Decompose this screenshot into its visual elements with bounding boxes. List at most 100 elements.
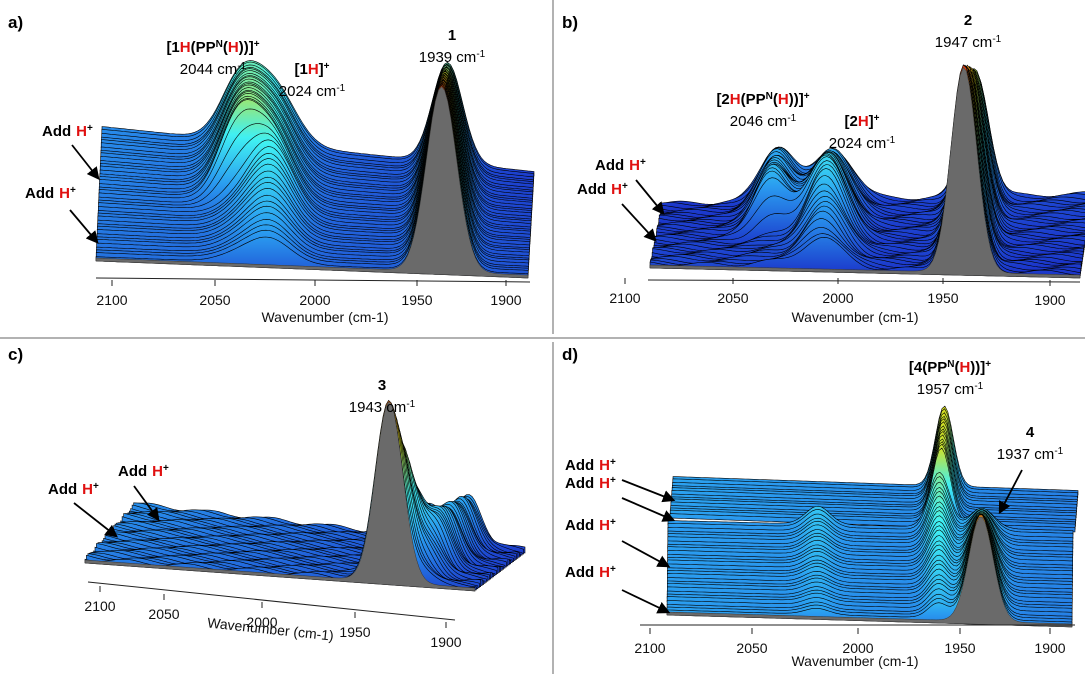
peak-face (84, 401, 476, 592)
label-part: ( (954, 359, 959, 376)
arrow (69, 209, 99, 244)
add-word: Add (565, 475, 594, 492)
x-tick-label: 1900 (1034, 640, 1065, 656)
arrow (621, 497, 676, 522)
wavenumber: 2024 cm (829, 135, 887, 152)
unit-exponent: -1 (476, 49, 485, 60)
x-tick-label: 2000 (822, 290, 853, 306)
label-part: [1 (294, 61, 307, 78)
label-part: ] (319, 61, 324, 78)
label-part: ))] (239, 39, 254, 56)
add-label: Add H+ (42, 123, 93, 141)
x-axis (647, 279, 1081, 283)
label-part: (PP (741, 91, 766, 108)
add-label: Add H+ (565, 564, 616, 582)
arrow (71, 144, 100, 180)
compound-label: [1H]+ (294, 61, 329, 79)
label-part: H (858, 113, 869, 130)
add-word: Add (565, 517, 594, 534)
label-part: H (959, 359, 970, 376)
label-part: [2 (844, 113, 857, 130)
add-label: Add H+ (118, 463, 169, 481)
compound-label: [2H]+ (844, 113, 879, 131)
peak-wavenumber: 1957 cm-1 (917, 381, 984, 399)
label-part: 4 (1026, 424, 1035, 441)
compound-label: 4 (1026, 424, 1035, 441)
peak-face (649, 67, 1081, 279)
label-part: ( (223, 39, 228, 56)
label-part: ] (869, 113, 874, 130)
peak-wavenumber: 2024 cm-1 (829, 135, 896, 153)
charge: + (610, 517, 616, 528)
arrow (133, 485, 160, 522)
add-word: Add (42, 123, 71, 140)
peak-wavenumber: 1947 cm-1 (935, 34, 1002, 52)
add-label: Add H+ (25, 185, 76, 203)
x-tick-label: 2000 (299, 292, 330, 308)
x-tick-label: 1950 (927, 290, 958, 306)
compound-label: [2H(PPN(H))]+ (716, 91, 809, 109)
label-part: + (254, 39, 260, 50)
add-label: Add H+ (565, 475, 616, 493)
wavenumber: 2024 cm (279, 83, 337, 100)
x-tick-label: 2050 (736, 640, 767, 656)
ion: H (599, 475, 610, 492)
label-part: H (308, 61, 319, 78)
compound-label: [1H(PPN(H))]+ (166, 39, 259, 57)
panel-label: b) (562, 13, 578, 32)
ion: H (599, 517, 610, 534)
compound-label: 1 (448, 27, 456, 44)
panel-label: d) (562, 345, 578, 364)
unit-exponent: -1 (336, 83, 345, 94)
charge: + (640, 157, 646, 168)
label-part: (PP (191, 39, 216, 56)
peak-wavenumber: 1937 cm-1 (997, 446, 1064, 464)
wavenumber: 1943 cm (349, 399, 407, 416)
wavenumber: 1947 cm (935, 34, 993, 51)
charge: + (610, 475, 616, 486)
charge: + (610, 457, 616, 468)
x-axis-title: Wavenumber (cm-1) (261, 309, 388, 325)
unit-exponent: -1 (886, 135, 895, 146)
label-part: ))] (970, 359, 985, 376)
label-part: H (228, 39, 239, 56)
ion: H (76, 123, 87, 140)
compound-label: [4(PPN(H))]+ (909, 359, 991, 377)
label-part: N (766, 91, 773, 102)
unit-exponent: -1 (974, 381, 983, 392)
wavenumber: 1957 cm (917, 381, 975, 398)
label-part: H (730, 91, 741, 108)
add-word: Add (48, 481, 77, 498)
x-tick-label: 1900 (490, 292, 521, 308)
x-axis-title: Wavenumber (cm-1) (791, 653, 918, 669)
unit-exponent: -1 (992, 34, 1001, 45)
ion: H (152, 463, 163, 480)
charge: + (93, 481, 99, 492)
x-axis (87, 581, 456, 621)
add-word: Add (118, 463, 147, 480)
ion: H (82, 481, 93, 498)
x-tick-label: 2000 (246, 614, 277, 630)
arrow (621, 540, 671, 568)
peak-wavenumber: 1939 cm-1 (419, 49, 486, 67)
add-word: Add (577, 181, 606, 198)
label-part: + (985, 359, 991, 370)
x-tick-label: 2100 (84, 598, 115, 614)
add-label: Add H+ (577, 181, 628, 199)
wavenumber: 1937 cm (997, 446, 1055, 463)
x-tick-label: 2050 (717, 290, 748, 306)
x-tick-label: 2100 (96, 292, 127, 308)
x-tick-label: 2100 (634, 640, 665, 656)
wavenumber: 2044 cm (180, 61, 238, 78)
add-label: Add H+ (565, 517, 616, 535)
peak-wavenumber: 2044 cm-1 (180, 61, 247, 79)
unit-exponent: -1 (406, 399, 415, 410)
wavenumber: 1939 cm (419, 49, 477, 66)
arrow (621, 203, 657, 242)
x-tick-label: 2050 (199, 292, 230, 308)
arrow (635, 179, 665, 215)
arrow (621, 589, 671, 614)
x-tick-label: 2050 (148, 606, 179, 622)
label-part: + (324, 61, 330, 72)
